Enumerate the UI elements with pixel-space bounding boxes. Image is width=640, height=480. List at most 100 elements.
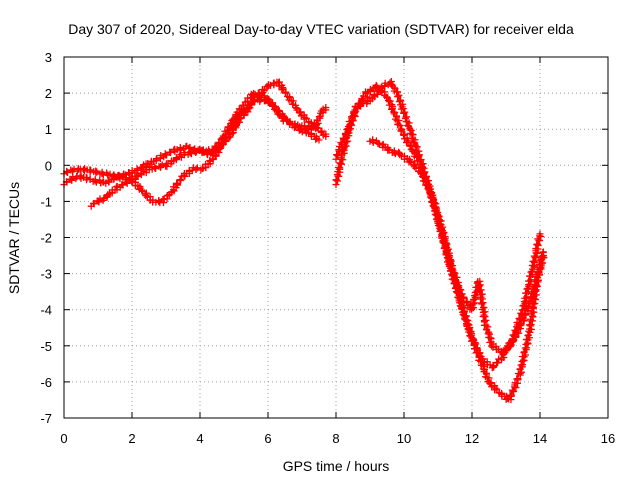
data-marker bbox=[434, 216, 442, 224]
data-marker bbox=[531, 253, 539, 261]
x-tick-label: 16 bbox=[601, 431, 615, 446]
data-point bbox=[160, 199, 168, 207]
x-tick-label: 8 bbox=[332, 431, 339, 446]
data-marker bbox=[459, 308, 467, 316]
data-marker bbox=[350, 109, 358, 117]
data-marker bbox=[192, 165, 200, 173]
data-marker bbox=[489, 362, 497, 370]
data-marker bbox=[519, 356, 527, 364]
data-marker bbox=[472, 345, 480, 353]
data-marker bbox=[333, 151, 341, 159]
data-marker bbox=[532, 296, 540, 304]
data-marker bbox=[403, 139, 411, 147]
x-tick-label: 6 bbox=[264, 431, 271, 446]
data-marker bbox=[453, 273, 461, 281]
data-marker bbox=[521, 310, 529, 318]
data-marker bbox=[133, 165, 141, 173]
data-marker bbox=[416, 169, 424, 177]
data-marker bbox=[485, 374, 493, 382]
data-marker bbox=[339, 134, 347, 142]
data-point bbox=[315, 136, 323, 144]
data-marker bbox=[464, 325, 472, 333]
data-marker bbox=[215, 145, 223, 153]
data-marker bbox=[291, 123, 299, 131]
data-marker bbox=[315, 113, 323, 121]
y-axis-label: SDTVAR / TECUs bbox=[6, 182, 22, 294]
data-marker bbox=[92, 167, 100, 175]
data-marker bbox=[371, 91, 379, 99]
data-marker bbox=[517, 361, 525, 369]
data-marker bbox=[528, 304, 536, 312]
data-marker bbox=[374, 140, 382, 148]
data-marker bbox=[334, 152, 342, 160]
data-marker bbox=[395, 117, 403, 125]
data-marker bbox=[337, 160, 345, 168]
y-tick-label: 1 bbox=[45, 122, 52, 137]
data-marker bbox=[142, 192, 150, 200]
data-point bbox=[322, 104, 330, 112]
data-point bbox=[322, 132, 330, 140]
y-tick-label: -6 bbox=[40, 375, 52, 390]
x-tick-label: 10 bbox=[397, 431, 411, 446]
data-marker bbox=[193, 164, 201, 172]
data-marker bbox=[382, 93, 390, 101]
data-marker bbox=[278, 86, 286, 94]
data-point bbox=[539, 252, 547, 260]
data-marker bbox=[493, 358, 501, 366]
data-marker bbox=[394, 93, 402, 101]
data-marker bbox=[424, 185, 432, 193]
data-marker bbox=[216, 144, 224, 152]
y-tick-label: -7 bbox=[40, 411, 52, 426]
data-marker bbox=[502, 345, 510, 353]
data-marker bbox=[410, 163, 418, 171]
y-tick-label: 2 bbox=[45, 86, 52, 101]
data-marker bbox=[185, 144, 193, 152]
data-marker bbox=[440, 229, 448, 237]
data-marker bbox=[463, 297, 471, 305]
data-marker bbox=[456, 286, 464, 293]
y-tick-label: 0 bbox=[45, 158, 52, 173]
data-marker bbox=[349, 116, 357, 124]
chart-title: Day 307 of 2020, Sidereal Day-to-day VTE… bbox=[68, 21, 574, 37]
y-tick-label: -2 bbox=[40, 231, 52, 246]
data-marker bbox=[519, 315, 527, 323]
data-marker bbox=[432, 200, 440, 208]
x-axis-label: GPS time / hours bbox=[283, 458, 390, 474]
data-marker bbox=[297, 108, 305, 116]
x-tick-label: 14 bbox=[533, 431, 547, 446]
data-marker bbox=[534, 276, 542, 284]
data-marker bbox=[469, 304, 477, 312]
y-tick-label: -1 bbox=[40, 194, 52, 209]
data-marker bbox=[526, 299, 534, 307]
data-marker bbox=[471, 292, 479, 300]
y-tick-label: -4 bbox=[40, 303, 52, 318]
data-marker bbox=[460, 294, 468, 302]
data-point bbox=[138, 186, 146, 194]
grid bbox=[64, 57, 608, 418]
data-marker bbox=[177, 145, 185, 153]
data-marker bbox=[395, 91, 403, 99]
data-marker bbox=[228, 122, 236, 130]
y-tick-label: 3 bbox=[45, 50, 52, 65]
data-marker bbox=[159, 196, 167, 204]
data-marker bbox=[401, 115, 409, 123]
data-marker bbox=[397, 127, 405, 135]
data-marker bbox=[497, 347, 505, 355]
data-marker bbox=[515, 329, 523, 337]
y-tick-label: -5 bbox=[40, 339, 52, 354]
data-marker bbox=[279, 114, 287, 122]
data-marker bbox=[437, 217, 445, 225]
data-marker bbox=[521, 344, 529, 352]
series-track-c bbox=[87, 95, 323, 210]
data-marker bbox=[354, 103, 362, 111]
data-marker bbox=[428, 198, 436, 206]
data-marker bbox=[83, 174, 91, 182]
x-tick-label: 12 bbox=[465, 431, 479, 446]
data-marker bbox=[384, 145, 392, 153]
data-marker bbox=[391, 115, 399, 123]
data-marker bbox=[161, 150, 169, 158]
data-marker bbox=[487, 379, 495, 387]
